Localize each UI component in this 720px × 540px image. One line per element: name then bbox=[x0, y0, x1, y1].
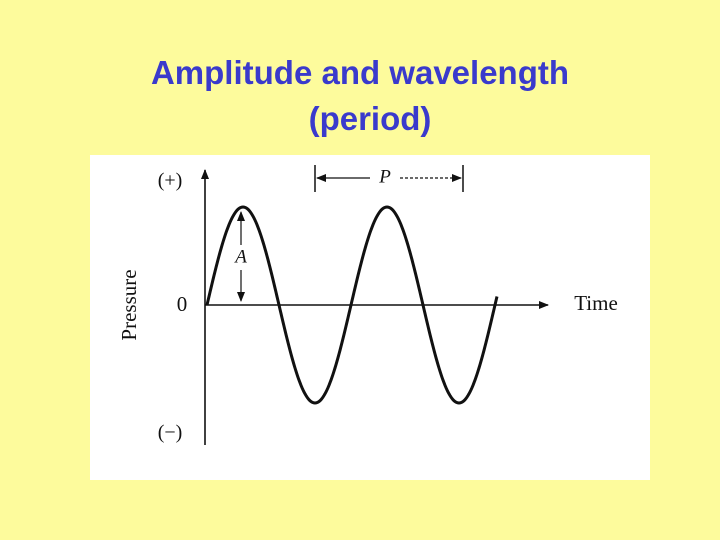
minus-label: (−) bbox=[158, 422, 183, 444]
title-line: Amplitude and wavelength bbox=[150, 54, 570, 91]
zero-label: 0 bbox=[177, 292, 188, 316]
title-line: (period) bbox=[308, 100, 432, 137]
amplitude-label: A bbox=[233, 246, 247, 267]
plus-label: (+) bbox=[158, 170, 183, 192]
y-axis-label: Pressure bbox=[117, 269, 141, 340]
slide-title: Amplitude and wavelength (period) bbox=[0, 50, 720, 142]
diagram-panel bbox=[90, 155, 650, 480]
x-axis-label: Time bbox=[574, 291, 618, 315]
period-label: P bbox=[378, 166, 391, 187]
pressure-wave bbox=[205, 205, 499, 405]
